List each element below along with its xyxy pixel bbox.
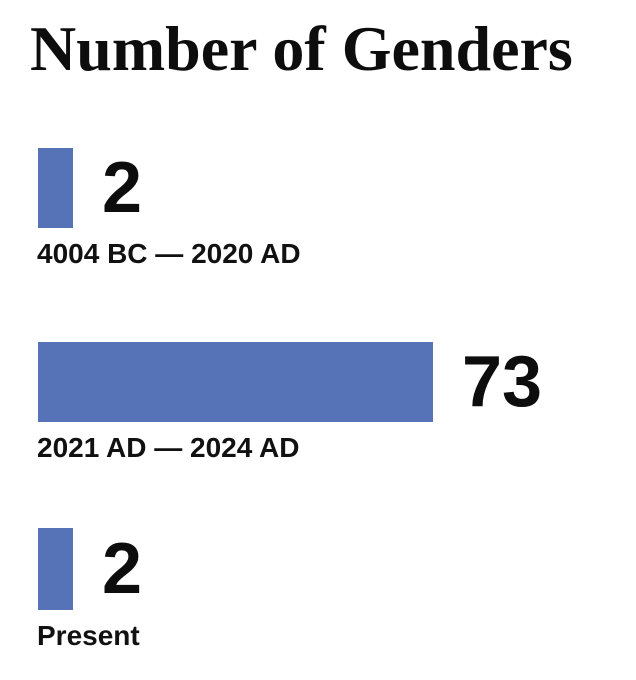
bar-1 — [38, 148, 73, 228]
bar-2 — [38, 342, 433, 422]
bar-1-label: 4004 BC — 2020 AD — [37, 238, 301, 269]
bar-group-2: 73 2021 AD — 2024 AD — [37, 342, 543, 464]
bar-group-3: 2 Present — [37, 528, 143, 652]
bar-2-label: 2021 AD — 2024 AD — [37, 432, 300, 463]
bar-3 — [38, 528, 73, 610]
bar-3-value: 2 — [102, 529, 143, 609]
chart-title: Number of Genders — [30, 13, 573, 84]
bar-2-value: 73 — [462, 342, 543, 422]
bar-1-value: 2 — [102, 148, 143, 228]
bar-group-1: 2 4004 BC — 2020 AD — [37, 148, 301, 270]
bar-3-label: Present — [37, 620, 140, 651]
